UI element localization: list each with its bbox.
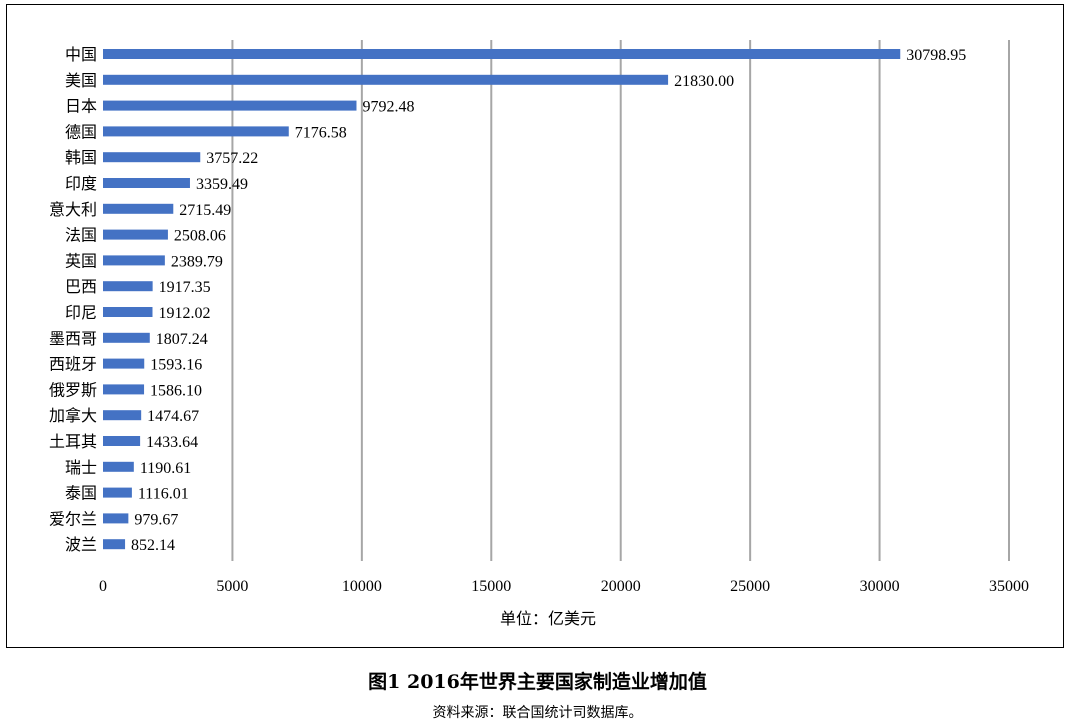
category-label: 俄罗斯 — [49, 380, 97, 399]
bar — [103, 255, 165, 266]
value-label: 1116.01 — [138, 486, 189, 503]
x-tick-label: 30000 — [860, 578, 900, 595]
value-label: 7176.58 — [295, 124, 347, 141]
category-label: 英国 — [65, 251, 97, 270]
value-label: 1917.35 — [159, 279, 211, 296]
x-tick-label: 10000 — [342, 578, 382, 595]
value-label: 3359.49 — [196, 176, 248, 193]
value-label: 21830.00 — [674, 73, 734, 90]
bar — [103, 358, 145, 369]
bar — [103, 203, 174, 214]
value-label: 979.67 — [134, 511, 178, 528]
value-label: 1474.67 — [147, 408, 199, 425]
value-label: 2715.49 — [179, 202, 231, 219]
category-label: 波兰 — [65, 535, 97, 554]
bar — [103, 410, 142, 421]
category-label: 美国 — [65, 71, 97, 90]
category-label: 泰国 — [65, 484, 97, 503]
category-label: 中国 — [65, 45, 97, 64]
category-label: 巴西 — [65, 277, 97, 296]
x-tick-label: 20000 — [601, 578, 641, 595]
x-axis-title: 单位：亿美元 — [500, 609, 596, 628]
bar — [103, 539, 126, 550]
category-label: 韩国 — [65, 148, 97, 167]
x-tick-label: 25000 — [730, 578, 770, 595]
gridlines — [231, 40, 1010, 561]
category-label: 爱尔兰 — [49, 509, 97, 528]
figure-source: 资料来源：联合国统计司数据库。 — [432, 705, 643, 721]
x-tick-label: 35000 — [989, 578, 1029, 595]
bar — [103, 74, 669, 85]
value-label: 1586.10 — [150, 382, 202, 399]
x-tick-labels: 0 5000 10000 15000 20000 25000 30000 35000 — [99, 578, 1029, 595]
chart-frame: 中国美国日本德国韩国印度意大利法国英国巴西印尼墨西哥西班牙俄罗斯加拿大土耳其瑞士… — [6, 4, 1064, 648]
value-label: 1912.02 — [158, 305, 210, 322]
category-label: 印尼 — [65, 303, 97, 322]
bar — [103, 100, 357, 111]
value-label: 3757.22 — [206, 150, 258, 167]
bar — [103, 307, 153, 317]
bar — [103, 49, 901, 59]
category-label: 土耳其 — [49, 432, 97, 451]
category-label: 墨西哥 — [49, 329, 97, 348]
category-label: 加拿大 — [49, 406, 97, 425]
value-label: 1807.24 — [156, 331, 208, 348]
x-tick-label: 0 — [99, 578, 107, 595]
category-label: 瑞士 — [65, 458, 97, 477]
x-tick-label: 5000 — [216, 578, 248, 595]
category-label: 德国 — [65, 122, 97, 141]
bars — [103, 49, 901, 550]
figure-caption: 图1 2016年世界主要国家制造业增加值 — [368, 671, 707, 693]
value-label: 1190.61 — [140, 460, 191, 477]
value-label: 30798.95 — [906, 47, 966, 64]
value-labels: 30798.95 21830.00 9792.48 7176.58 3757.22 335… — [131, 47, 966, 554]
bar — [103, 281, 153, 292]
bar — [103, 436, 141, 446]
category-label: 西班牙 — [49, 355, 97, 374]
value-label: 1593.16 — [150, 357, 202, 374]
bar — [103, 487, 132, 498]
category-label: 印度 — [65, 174, 97, 193]
value-label: 2389.79 — [171, 253, 223, 270]
value-label: 1433.64 — [146, 434, 198, 451]
bar — [103, 332, 150, 343]
bar — [103, 178, 190, 188]
category-label: 日本 — [65, 97, 97, 116]
value-label: 2508.06 — [174, 228, 226, 245]
x-tick-label: 15000 — [471, 578, 511, 595]
value-label: 852.14 — [131, 537, 175, 554]
bar — [103, 152, 201, 163]
value-label: 9792.48 — [362, 99, 414, 116]
category-labels: 中国美国日本德国韩国印度意大利法国英国巴西印尼墨西哥西班牙俄罗斯加拿大土耳其瑞士… — [49, 45, 97, 554]
bar-chart: 中国美国日本德国韩国印度意大利法国英国巴西印尼墨西哥西班牙俄罗斯加拿大土耳其瑞士… — [49, 40, 1029, 628]
category-label: 法国 — [65, 226, 97, 245]
bar — [103, 229, 168, 240]
bar — [103, 461, 134, 472]
bar — [103, 384, 145, 395]
bar — [103, 513, 129, 524]
bar — [103, 126, 289, 137]
category-label: 意大利 — [49, 200, 97, 219]
